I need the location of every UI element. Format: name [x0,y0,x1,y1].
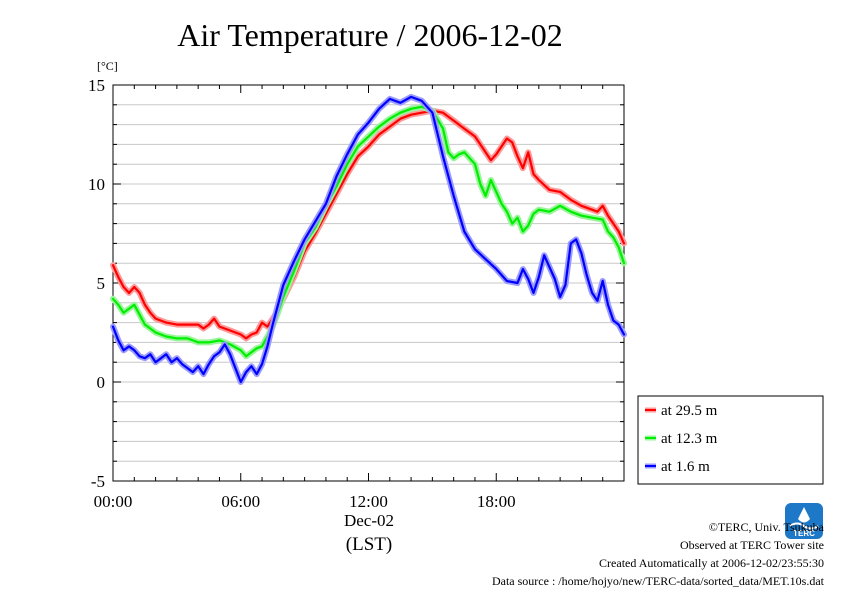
created-text: Created Automatically at 2006-12-02/23:5… [599,556,824,570]
water-drop-icon [798,507,810,523]
wave-icon [789,522,819,530]
series-line-1 [111,109,626,340]
y-tick-label: 0 [97,373,106,392]
data-source-text: Data source : /home/hojyo/new/TERC-data/… [492,574,825,588]
y-axis-unit-label: [°C] [97,59,118,73]
y-tick-label: -5 [91,472,105,491]
legend-label: at 1.6 m [661,459,710,475]
series-line-2 [111,105,626,358]
x-tick-label: 00:00 [94,492,133,511]
site-text: Observed at TERC Tower site [680,538,824,552]
y-tick-label: 10 [88,175,105,194]
x-axis-title: (LST) [346,534,392,555]
terc-logo: TERC [785,503,823,539]
legend-label: at 29.5 m [661,403,718,419]
axis-ticks: 00:00 06:00 12:00 18:00 -5 0 5 10 15 [88,76,625,511]
legend: at 29.5 m at 12.3 m at 1.6 m [645,403,718,475]
x-tick-label: 12:00 [349,492,388,511]
logo-text: TERC [793,529,815,538]
series-lines [110,93,627,385]
chart-title: Air Temperature / 2006-12-02 [177,17,563,53]
x-axis-date-label: Dec-02 [344,511,394,530]
y-tick-label: 5 [97,274,106,293]
series-line-3 [111,95,626,384]
x-tick-label: 06:00 [221,492,260,511]
copyright-text: ©TERC, Univ. Tsukuba [709,520,825,534]
gridlines [113,104,624,462]
legend-box [637,395,824,485]
y-tick-label: 15 [88,76,105,95]
x-tick-label: 18:00 [477,492,516,511]
legend-label: at 12.3 m [661,431,718,447]
